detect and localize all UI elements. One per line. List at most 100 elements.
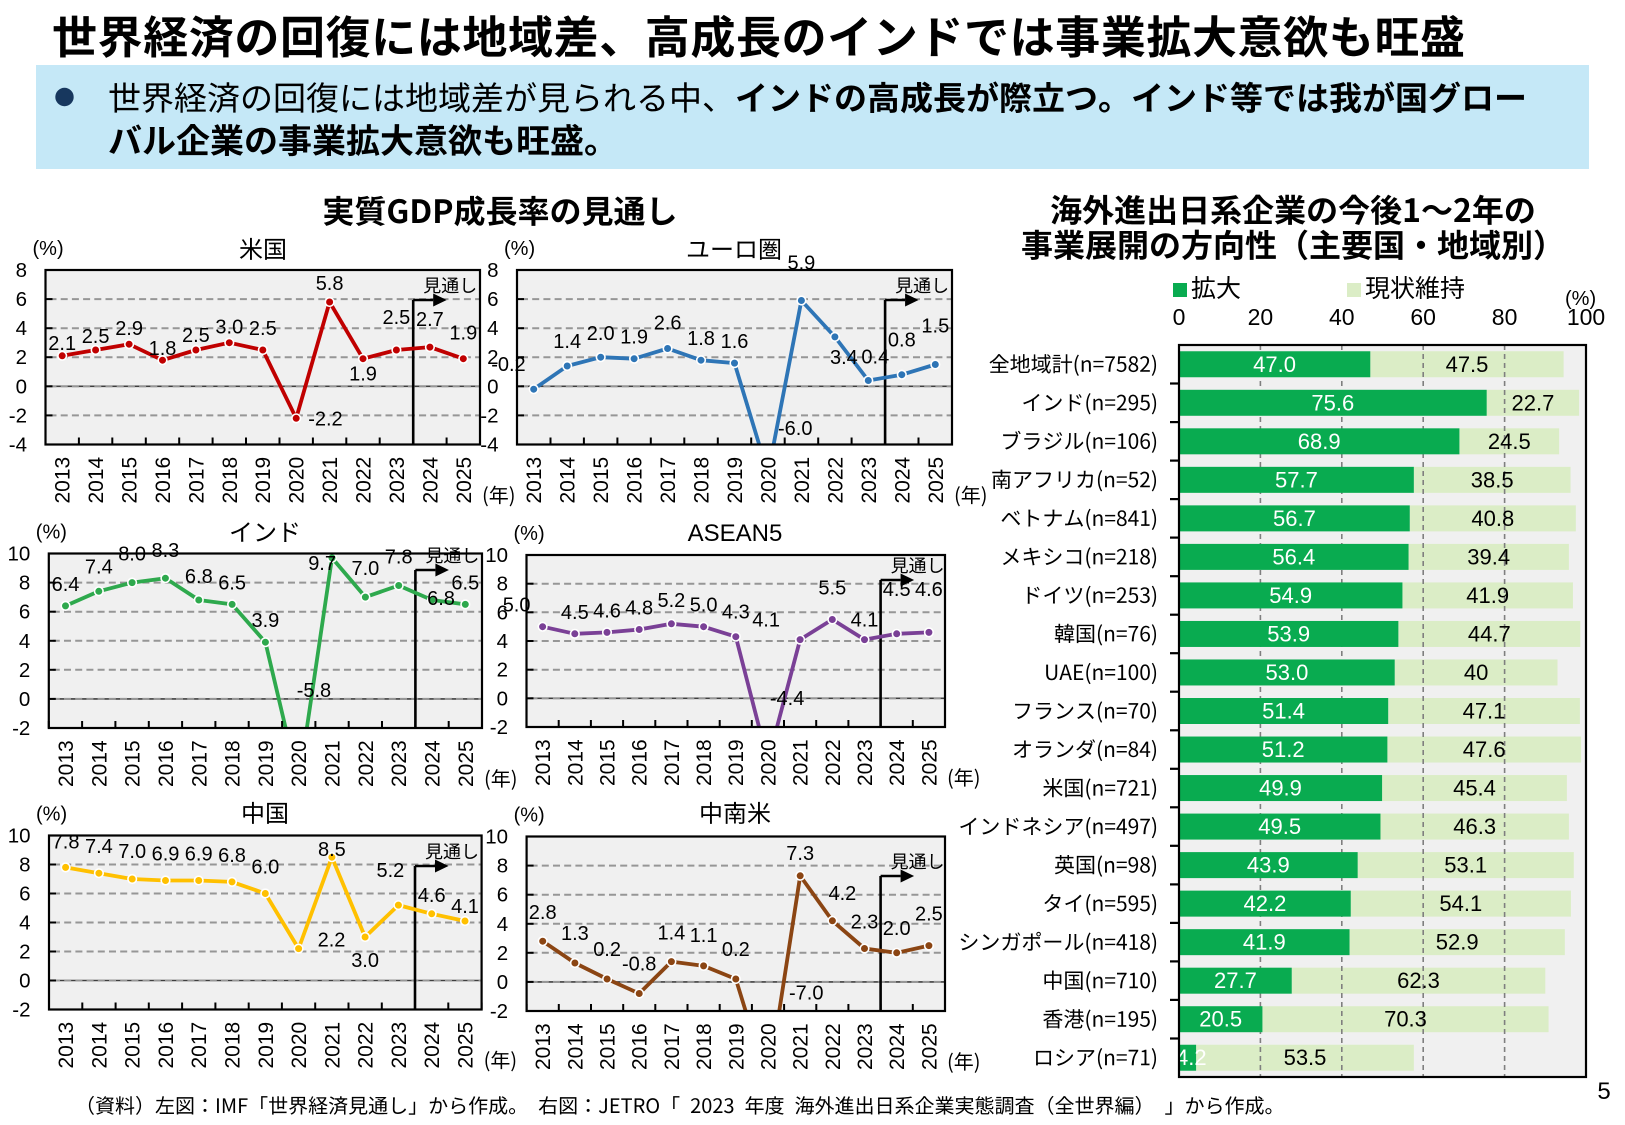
svg-text:49.9: 49.9: [1259, 776, 1302, 801]
svg-text:-2: -2: [12, 999, 30, 1022]
svg-text:49.5: 49.5: [1258, 814, 1301, 839]
svg-text:4.6: 4.6: [915, 579, 943, 601]
svg-text:2013: 2013: [532, 739, 555, 786]
svg-text:3.0: 3.0: [351, 950, 379, 972]
svg-text:1.4: 1.4: [553, 331, 581, 353]
svg-text:2013: 2013: [532, 1023, 555, 1070]
svg-text:42.2: 42.2: [1243, 891, 1286, 916]
svg-text:5.2: 5.2: [376, 860, 404, 882]
svg-text:(%): (%): [33, 238, 64, 260]
svg-text:0.2: 0.2: [593, 939, 621, 961]
svg-text:7.8: 7.8: [385, 547, 413, 569]
svg-text:2024: 2024: [419, 456, 442, 503]
svg-text:4: 4: [19, 912, 30, 935]
svg-text:1.5: 1.5: [921, 316, 949, 338]
svg-text:-7.0: -7.0: [789, 983, 823, 1005]
svg-text:46.3: 46.3: [1453, 814, 1496, 839]
svg-text:2022: 2022: [355, 1022, 378, 1069]
svg-text:0: 0: [487, 375, 498, 398]
svg-text:6.5: 6.5: [218, 572, 246, 594]
svg-text:2021: 2021: [319, 457, 342, 504]
svg-text:-2.2: -2.2: [308, 408, 342, 430]
svg-text:2016: 2016: [624, 457, 647, 504]
svg-text:0: 0: [16, 375, 27, 398]
svg-text:10: 10: [485, 826, 508, 849]
svg-text:-5.8: -5.8: [297, 680, 331, 702]
svg-text:53.1: 53.1: [1444, 853, 1487, 878]
svg-text:2013: 2013: [523, 457, 546, 504]
svg-text:8: 8: [497, 573, 508, 596]
svg-text:5.8: 5.8: [316, 273, 344, 295]
svg-text:2017: 2017: [188, 1022, 211, 1069]
svg-text:68.9: 68.9: [1298, 429, 1341, 454]
svg-text:4.1: 4.1: [752, 610, 780, 632]
svg-text:53.9: 53.9: [1267, 621, 1310, 646]
svg-text:2019: 2019: [255, 740, 278, 787]
svg-text:2017: 2017: [657, 457, 680, 504]
svg-text:6: 6: [497, 601, 508, 624]
svg-text:4.5: 4.5: [561, 602, 589, 624]
svg-text:2025: 2025: [918, 739, 941, 786]
svg-text:2: 2: [487, 346, 498, 369]
svg-text:2017: 2017: [185, 457, 208, 504]
svg-text:2.2: 2.2: [318, 930, 346, 952]
svg-text:4: 4: [16, 317, 27, 340]
svg-text:2020: 2020: [288, 740, 311, 787]
svg-text:40: 40: [1464, 660, 1488, 685]
svg-text:5.0: 5.0: [690, 595, 718, 617]
svg-text:6.8: 6.8: [185, 566, 213, 588]
svg-text:27.7: 27.7: [1214, 968, 1257, 993]
svg-text:-2: -2: [490, 1000, 508, 1023]
svg-text:2025: 2025: [925, 457, 948, 504]
svg-text:53.0: 53.0: [1265, 660, 1308, 685]
svg-text:2.8: 2.8: [529, 902, 557, 924]
svg-text:38.5: 38.5: [1471, 467, 1514, 492]
svg-text:2.5: 2.5: [182, 325, 210, 347]
svg-text:41.9: 41.9: [1243, 930, 1286, 955]
svg-text:4.6: 4.6: [418, 885, 446, 907]
svg-text:5.5: 5.5: [818, 578, 846, 600]
svg-text:4.6: 4.6: [593, 600, 621, 622]
svg-text:41.9: 41.9: [1466, 583, 1509, 608]
svg-text:(%): (%): [1565, 288, 1596, 310]
svg-text:2022: 2022: [824, 457, 847, 504]
svg-text:44.7: 44.7: [1468, 621, 1511, 646]
svg-text:2018: 2018: [222, 740, 245, 787]
svg-text:2019: 2019: [252, 457, 275, 504]
svg-text:54.1: 54.1: [1439, 891, 1482, 916]
svg-text:4.1: 4.1: [451, 896, 479, 918]
svg-text:4.2: 4.2: [828, 883, 856, 905]
svg-text:2023: 2023: [388, 740, 411, 787]
svg-text:4: 4: [487, 317, 498, 340]
svg-text:24.5: 24.5: [1488, 429, 1531, 454]
svg-text:(%): (%): [504, 238, 535, 260]
svg-text:7.8: 7.8: [52, 831, 80, 853]
svg-text:6.0: 6.0: [251, 857, 279, 879]
svg-text:5.0: 5.0: [503, 595, 531, 617]
svg-text:-2: -2: [490, 716, 508, 739]
svg-text:2018: 2018: [219, 457, 242, 504]
svg-text:62.3: 62.3: [1397, 968, 1440, 993]
svg-text:60: 60: [1410, 304, 1436, 330]
svg-text:0: 0: [497, 687, 508, 710]
svg-text:75.6: 75.6: [1311, 390, 1354, 415]
svg-text:53.5: 53.5: [1284, 1045, 1327, 1070]
svg-text:6: 6: [497, 884, 508, 907]
svg-text:2: 2: [19, 941, 30, 964]
svg-text:0.4: 0.4: [861, 347, 889, 369]
svg-text:2021: 2021: [321, 1022, 344, 1069]
svg-text:22.7: 22.7: [1511, 390, 1554, 415]
svg-text:4.1: 4.1: [851, 610, 879, 632]
svg-text:2: 2: [497, 659, 508, 682]
svg-text:2: 2: [497, 942, 508, 965]
svg-text:2022: 2022: [353, 457, 376, 504]
svg-text:56.4: 56.4: [1272, 544, 1315, 569]
svg-text:2016: 2016: [155, 740, 178, 787]
svg-text:51.2: 51.2: [1262, 737, 1305, 762]
svg-text:10: 10: [8, 825, 31, 848]
svg-text:2.6: 2.6: [654, 313, 682, 335]
svg-text:43.9: 43.9: [1247, 853, 1290, 878]
svg-text:0: 0: [497, 971, 508, 994]
svg-text:100: 100: [1567, 304, 1605, 330]
svg-text:5.2: 5.2: [657, 590, 685, 612]
